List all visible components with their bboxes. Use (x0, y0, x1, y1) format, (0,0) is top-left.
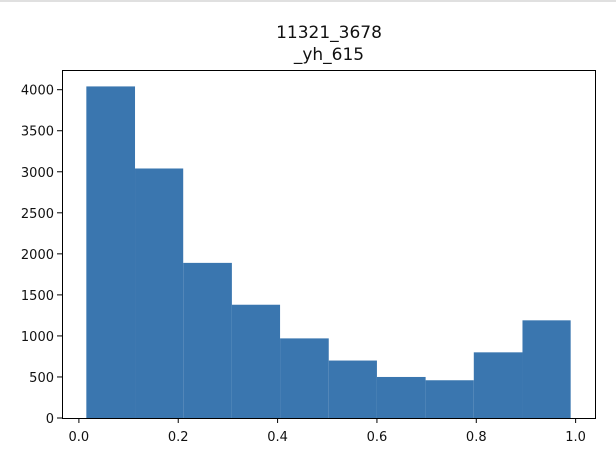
y-tick-label-0: 0 (46, 412, 54, 427)
x-tick-label-1: 0.2 (168, 430, 189, 445)
y-tick-label-3: 1500 (21, 289, 54, 304)
histogram-bar-9 (522, 320, 571, 418)
chart-title-line-2: _yh_615 (293, 45, 364, 65)
plot-frame (62, 70, 596, 419)
y-tick-label-8: 4000 (21, 84, 54, 99)
y-tick-label-4: 2000 (21, 248, 54, 263)
histogram-bar-2 (183, 262, 232, 418)
y-axis-ticks: 0 500 1000 1500 2000 2500 3000 3500 4000 (21, 84, 62, 427)
x-tick-label-3: 0.6 (367, 430, 388, 445)
histogram-bar-7 (425, 380, 474, 418)
histogram-bar-6 (376, 376, 426, 418)
x-tick-label-0: 0.0 (69, 430, 90, 445)
histogram-bar-8 (473, 352, 523, 418)
y-tick-label-1: 500 (29, 371, 54, 386)
histogram-bar-5 (328, 360, 377, 418)
x-axis-ticks: 0.0 0.2 0.4 0.6 0.8 1.0 (69, 418, 586, 445)
histogram-bar-3 (231, 304, 281, 418)
histogram-bar-0 (86, 86, 136, 418)
chart-title-line-1: 11321_3678 (276, 23, 382, 43)
x-tick-label-4: 0.8 (466, 430, 487, 445)
y-tick-label-6: 3000 (21, 166, 54, 181)
x-tick-label-5: 1.0 (565, 430, 586, 445)
histogram-bar-4 (280, 338, 329, 418)
y-tick-label-2: 1000 (21, 330, 54, 345)
y-tick-label-5: 2500 (21, 207, 54, 222)
histogram-bar-1 (135, 168, 184, 418)
top-border (0, 0, 616, 2)
bars-group (86, 86, 571, 418)
x-tick-label-2: 0.4 (267, 430, 288, 445)
y-tick-label-7: 3500 (21, 125, 54, 140)
